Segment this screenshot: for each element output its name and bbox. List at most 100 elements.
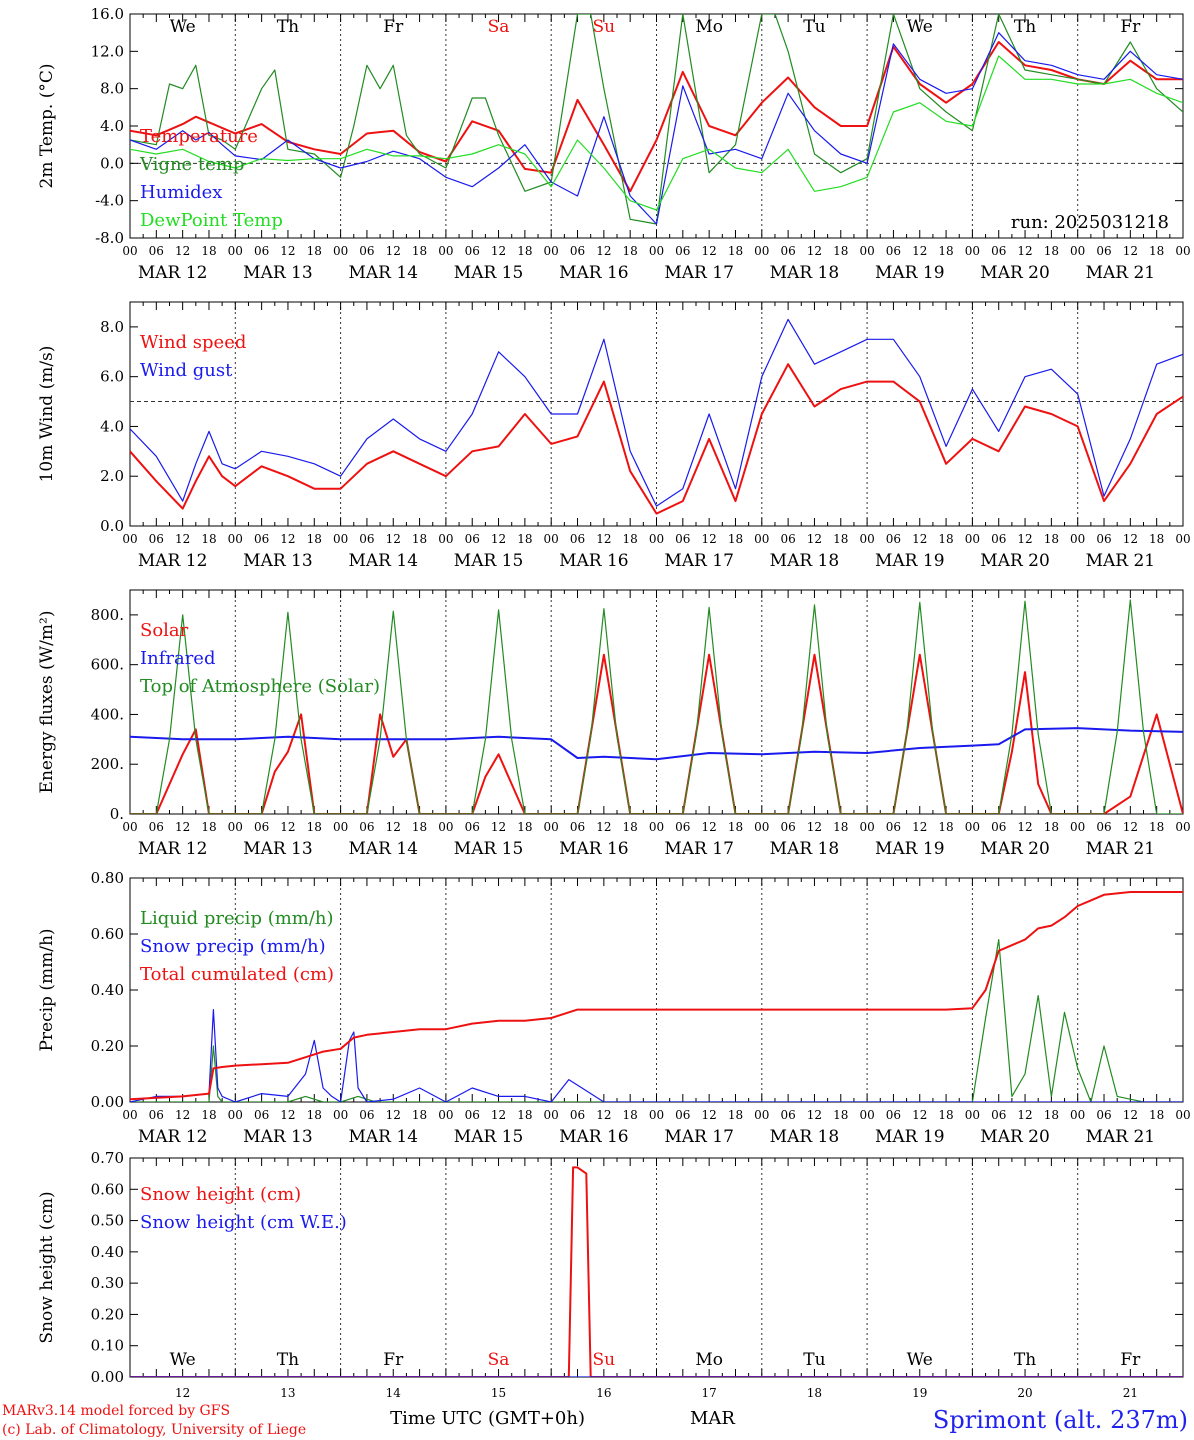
y-tick-label: 0.10: [91, 1337, 124, 1355]
legend-entry: Vigne temp: [139, 154, 244, 175]
hour-label: 00: [438, 532, 453, 546]
y-axis-label: 2m Temp. (°C): [37, 63, 57, 188]
hour-label: 12: [702, 244, 717, 258]
series-group: [130, 1166, 1183, 1377]
hour-label: 06: [570, 1108, 585, 1122]
panel-2: 0.0 2.0 4.0 6.0 8.0 10m Wind (m/s) 00 06 12 18 MAR…: [37, 301, 1191, 571]
hour-label: 00: [544, 244, 559, 258]
hour-label: 06: [359, 820, 374, 834]
hour-label: 06: [1096, 244, 1111, 258]
date-label: MAR 13: [243, 551, 313, 571]
hour-label: 06: [1096, 820, 1111, 834]
day-name-label: Tu: [803, 17, 825, 37]
date-label: MAR 16: [559, 551, 629, 571]
date-label: MAR 18: [770, 551, 840, 571]
day-name-label: We: [170, 1350, 196, 1370]
y-tick-label: 0.30: [91, 1274, 124, 1292]
hour-label: 12: [912, 244, 927, 258]
hour-label: 18: [938, 1108, 953, 1122]
x-axis-title: Time UTC (GMT+0h): [390, 1408, 585, 1429]
date-label: MAR 16: [559, 1127, 629, 1147]
series-group: [130, 318, 1183, 515]
day-name-label: Th: [277, 1350, 299, 1370]
date-label: MAR 21: [1086, 551, 1156, 571]
hour-label: 00: [859, 820, 874, 834]
date-label: MAR 17: [664, 263, 734, 283]
date-label: MAR 15: [454, 551, 524, 571]
legend-entry: Temperature: [140, 126, 258, 147]
hour-label: 18: [1044, 532, 1059, 546]
legend-entry: Humidex: [140, 182, 222, 203]
hour-label: 12: [596, 244, 611, 258]
date-label: MAR 12: [138, 1127, 208, 1147]
y-tick-label: 0.00: [91, 1093, 124, 1111]
hour-label: 12: [386, 532, 401, 546]
hour-label: 18: [1149, 532, 1164, 546]
day-number-label: 16: [596, 1386, 611, 1400]
legend-entry: Solar: [140, 620, 189, 641]
hour-label: 12: [596, 820, 611, 834]
y-tick-label: 0.00: [91, 1368, 124, 1386]
panel-1: -8.0 -4.0 0.0 4.0 8.0 12.0 16.0 2m Temp. (°C) 00…: [37, 5, 1191, 283]
y-axis-label: 10m Wind (m/s): [37, 346, 57, 483]
legend-entry: Infrared: [140, 648, 215, 669]
y-tick-label: 0.40: [91, 981, 124, 999]
y-tick-label: 400.: [91, 705, 124, 723]
hour-label: 18: [1044, 820, 1059, 834]
hour-label: 18: [1149, 1108, 1164, 1122]
hour-label: 06: [359, 532, 374, 546]
hour-label: 00: [438, 1108, 453, 1122]
hour-label: 00: [1175, 532, 1190, 546]
hour-label: 00: [754, 244, 769, 258]
day-name-label: Sa: [488, 17, 510, 37]
hour-label: 00: [122, 532, 137, 546]
hour-label: 06: [149, 1108, 164, 1122]
date-label: MAR 13: [243, 839, 313, 859]
day-name-label: We: [170, 17, 196, 37]
footer: MARv3.14 model forced by GFS (c) Lab. of…: [2, 1403, 1188, 1438]
date-label: MAR 16: [559, 839, 629, 859]
hour-label: 00: [228, 532, 243, 546]
date-label: MAR 17: [664, 1127, 734, 1147]
hour-label: 18: [1149, 244, 1164, 258]
hour-label: 12: [175, 532, 190, 546]
hour-label: 00: [754, 532, 769, 546]
hour-label: 18: [517, 1108, 532, 1122]
day-name-label: Fr: [383, 17, 404, 37]
hour-label: 18: [623, 244, 638, 258]
hour-label: 18: [833, 532, 848, 546]
hour-label: 06: [886, 1108, 901, 1122]
hour-label: 18: [728, 244, 743, 258]
chart-panels: -8.0 -4.0 0.0 4.0 8.0 12.0 16.0 2m Temp. (°C) 00…: [37, 5, 1191, 1400]
series-line-2: [130, 1008, 1183, 1102]
hour-label: 12: [807, 244, 822, 258]
hour-label: 00: [754, 1108, 769, 1122]
hour-label: 00: [965, 244, 980, 258]
date-label: MAR 12: [138, 263, 208, 283]
hour-label: 18: [307, 820, 322, 834]
hour-label: 06: [149, 244, 164, 258]
hour-label: 06: [780, 820, 795, 834]
hour-label: 00: [122, 244, 137, 258]
hour-label: 00: [1175, 244, 1190, 258]
hour-label: 06: [675, 532, 690, 546]
series-line-3: [130, 32, 1183, 225]
y-tick-label: 200.: [91, 755, 124, 773]
hour-label: 12: [280, 532, 295, 546]
day-name-label: Mo: [695, 17, 723, 37]
hour-label: 12: [596, 1108, 611, 1122]
day-name-label: Su: [593, 1350, 616, 1370]
y-tick-label: 0.80: [91, 869, 124, 887]
hour-label: 06: [149, 532, 164, 546]
hour-label: 06: [886, 244, 901, 258]
day-name-label: Fr: [383, 1350, 404, 1370]
date-label: MAR 16: [559, 263, 629, 283]
series-line-1: [130, 1166, 1183, 1377]
hour-label: 06: [991, 820, 1006, 834]
hour-label: 00: [333, 532, 348, 546]
hour-label: 06: [254, 532, 269, 546]
hour-label: 00: [859, 532, 874, 546]
legend-entry: Snow height (cm): [140, 1184, 301, 1205]
y-tick-label: -8.0: [95, 229, 124, 247]
hour-label: 12: [702, 1108, 717, 1122]
